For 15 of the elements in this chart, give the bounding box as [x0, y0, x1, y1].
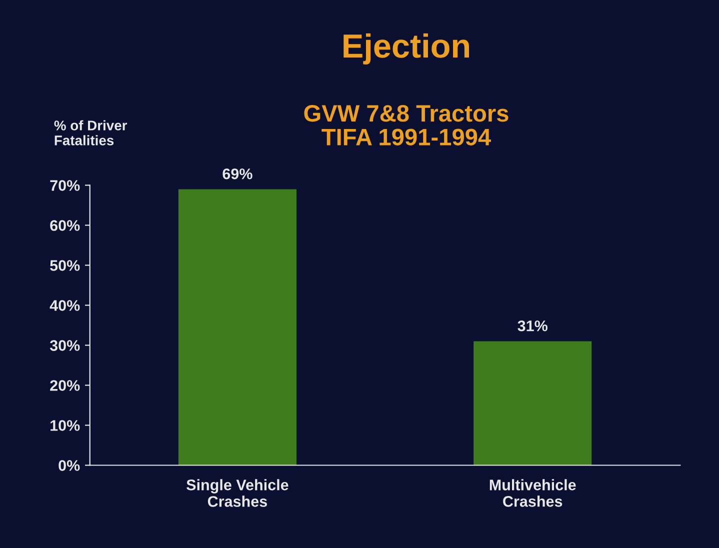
y-tick-label: 40%: [50, 300, 80, 311]
chart-subtitle: GVW 7&8 Tractors TIFA 1991-1994: [304, 105, 508, 146]
x-tick-label: Single Vehicle Crashes: [186, 479, 288, 507]
y-tick-label: 60%: [50, 220, 80, 231]
y-tick-label: 70%: [50, 180, 80, 191]
y-tick-label: 0%: [58, 460, 80, 471]
data-label: 31%: [518, 320, 548, 332]
data-label: 69%: [222, 168, 252, 180]
y-tick-label: 50%: [50, 260, 80, 271]
chart-title: Ejection: [344, 33, 470, 64]
y-axis-title: % of Driver Fatalities: [54, 120, 128, 146]
y-tick-label: 20%: [50, 380, 80, 391]
y-tick-label: 10%: [50, 420, 80, 431]
y-tick-label: 30%: [50, 340, 80, 351]
x-tick-label: Multivehicle Crashes: [490, 479, 576, 507]
